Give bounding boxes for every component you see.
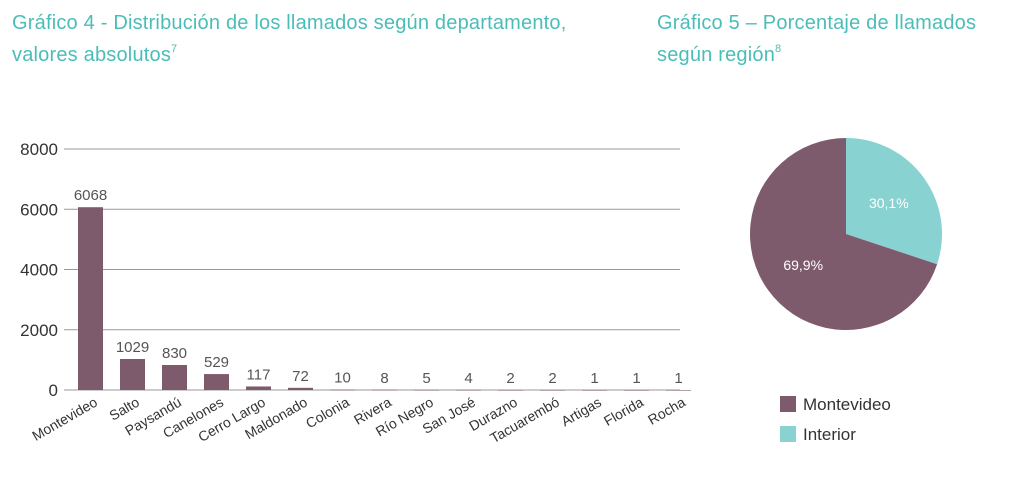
value-label: 117 [247,366,271,383]
legend-swatch-interior [780,426,796,442]
pie-labels: 30,1% 69,9% [783,195,908,273]
legend-swatch-montevideo [780,396,796,412]
legend-label: Interior [803,425,856,444]
chart5-title-text: Gráfico 5 – Porcentaje de llamados según… [657,12,977,66]
bar-montevideo [78,207,103,390]
slice-montevideo [750,138,938,330]
y-axis-ticks: 0 2000 4000 6000 8000 [20,140,58,400]
y-tick-label: 4000 [20,261,58,280]
grid-lines [64,148,680,391]
legend-label: Montevideo [803,395,891,414]
bar-maldonado [288,387,313,390]
chart5-footnote-ref: 8 [775,43,782,55]
pie-slices [750,138,943,330]
value-label: 6068 [74,187,107,204]
value-label: 1029 [116,339,149,356]
value-label: 10 [334,370,351,387]
y-tick-label: 6000 [20,200,58,219]
bar-paysandu [162,364,187,390]
bar-colonia [330,389,355,391]
bar-salto [120,359,145,390]
pie-legend: Montevideo Interior [780,395,891,444]
chart4-footnote-ref: 7 [171,43,178,55]
slice-label: 69,9% [783,257,823,273]
bar-rio-negro [414,389,439,391]
value-label: 1 [674,370,682,387]
value-label: 72 [292,368,309,385]
value-label: 1 [632,370,640,387]
value-label: 2 [548,370,556,387]
bar-san-jose [456,389,481,391]
slice-interior [846,138,943,265]
chart5-title: Gráfico 5 – Porcentaje de llamados según… [657,10,1024,68]
bar-chart: 0 2000 4000 6000 8000 6068 1029 830 529 117 72 10 8… [20,140,691,446]
bar-durazno [498,389,523,391]
chart4-title-text: Gráfico 4 - Distribución de los llamados… [12,12,567,66]
value-label: 4 [464,370,472,387]
bar-artigas [582,389,607,391]
value-label: 529 [204,354,229,371]
bars [78,207,691,391]
value-label: 2 [506,370,514,387]
bar-canelones [204,374,229,390]
bar-rocha [666,389,691,391]
bar-cerro-largo [246,386,271,390]
bar-rivera [372,389,397,391]
value-label: 830 [162,345,187,362]
bar-tacuarembo [540,389,565,391]
y-tick-label: 8000 [20,140,58,159]
y-tick-label: 2000 [20,321,58,340]
slice-label: 30,1% [869,195,909,211]
chart4-title: Gráfico 4 - Distribución de los llamados… [12,10,572,68]
y-tick-label: 0 [49,381,58,400]
value-label: 8 [380,370,388,387]
value-label: 5 [422,370,430,387]
value-label: 1 [590,370,598,387]
bar-florida [624,389,649,391]
value-labels: 6068 1029 830 529 117 72 10 8 5 4 2 2 1 1 1 [74,187,683,387]
